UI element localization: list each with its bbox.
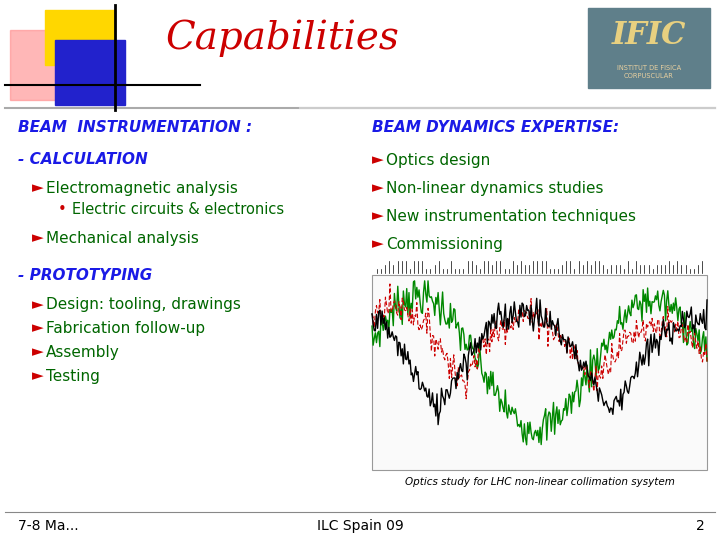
Bar	[10, 30, 80, 100]
Text: Assembly: Assembly	[46, 345, 120, 360]
Text: ►: ►	[32, 298, 44, 313]
Text: Non-linear dynamics studies: Non-linear dynamics studies	[386, 180, 603, 195]
Bar	[372, 275, 707, 470]
Text: •: •	[58, 202, 67, 218]
Text: ►: ►	[372, 208, 384, 224]
Text: 2: 2	[696, 519, 705, 533]
Text: ►: ►	[32, 180, 44, 195]
Text: Electric circuits & electronics: Electric circuits & electronics	[72, 202, 284, 218]
Text: IFIC: IFIC	[612, 21, 686, 51]
Text: Design: tooling, drawings: Design: tooling, drawings	[46, 298, 241, 313]
Text: Testing: Testing	[46, 368, 100, 383]
Bar	[372, 261, 707, 273]
Text: - PROTOTYPING: - PROTOTYPING	[18, 267, 152, 282]
Text: New instrumentation techniques: New instrumentation techniques	[386, 208, 636, 224]
Text: BEAM DYNAMICS EXPERTISE:: BEAM DYNAMICS EXPERTISE:	[372, 120, 619, 136]
Text: ►: ►	[32, 345, 44, 360]
Text: Commissioning: Commissioning	[386, 237, 503, 252]
Text: 7-8 Ma...: 7-8 Ma...	[18, 519, 78, 533]
Bar	[588, 8, 710, 88]
Text: Electromagnetic analysis: Electromagnetic analysis	[46, 180, 238, 195]
Text: ►: ►	[32, 321, 44, 335]
Text: ►: ►	[372, 180, 384, 195]
Text: ►: ►	[32, 231, 44, 246]
Text: ►: ►	[372, 152, 384, 167]
Text: INSTITUT DE FISICA
CORPUSCULAR: INSTITUT DE FISICA CORPUSCULAR	[617, 65, 681, 79]
Text: ►: ►	[372, 237, 384, 252]
Text: Capabilities: Capabilities	[165, 19, 399, 57]
Text: BEAM  INSTRUMENTATION :: BEAM INSTRUMENTATION :	[18, 120, 252, 136]
Bar	[45, 10, 115, 65]
Text: Fabrication follow-up: Fabrication follow-up	[46, 321, 205, 335]
Text: - CALCULATION: - CALCULATION	[18, 152, 148, 167]
Bar	[55, 40, 125, 105]
Text: Optics study for LHC non-linear collimation sysytem: Optics study for LHC non-linear collimat…	[405, 477, 675, 487]
Text: Optics design: Optics design	[386, 152, 490, 167]
Text: ILC Spain 09: ILC Spain 09	[317, 519, 403, 533]
Text: ►: ►	[32, 368, 44, 383]
Text: Mechanical analysis: Mechanical analysis	[46, 231, 199, 246]
